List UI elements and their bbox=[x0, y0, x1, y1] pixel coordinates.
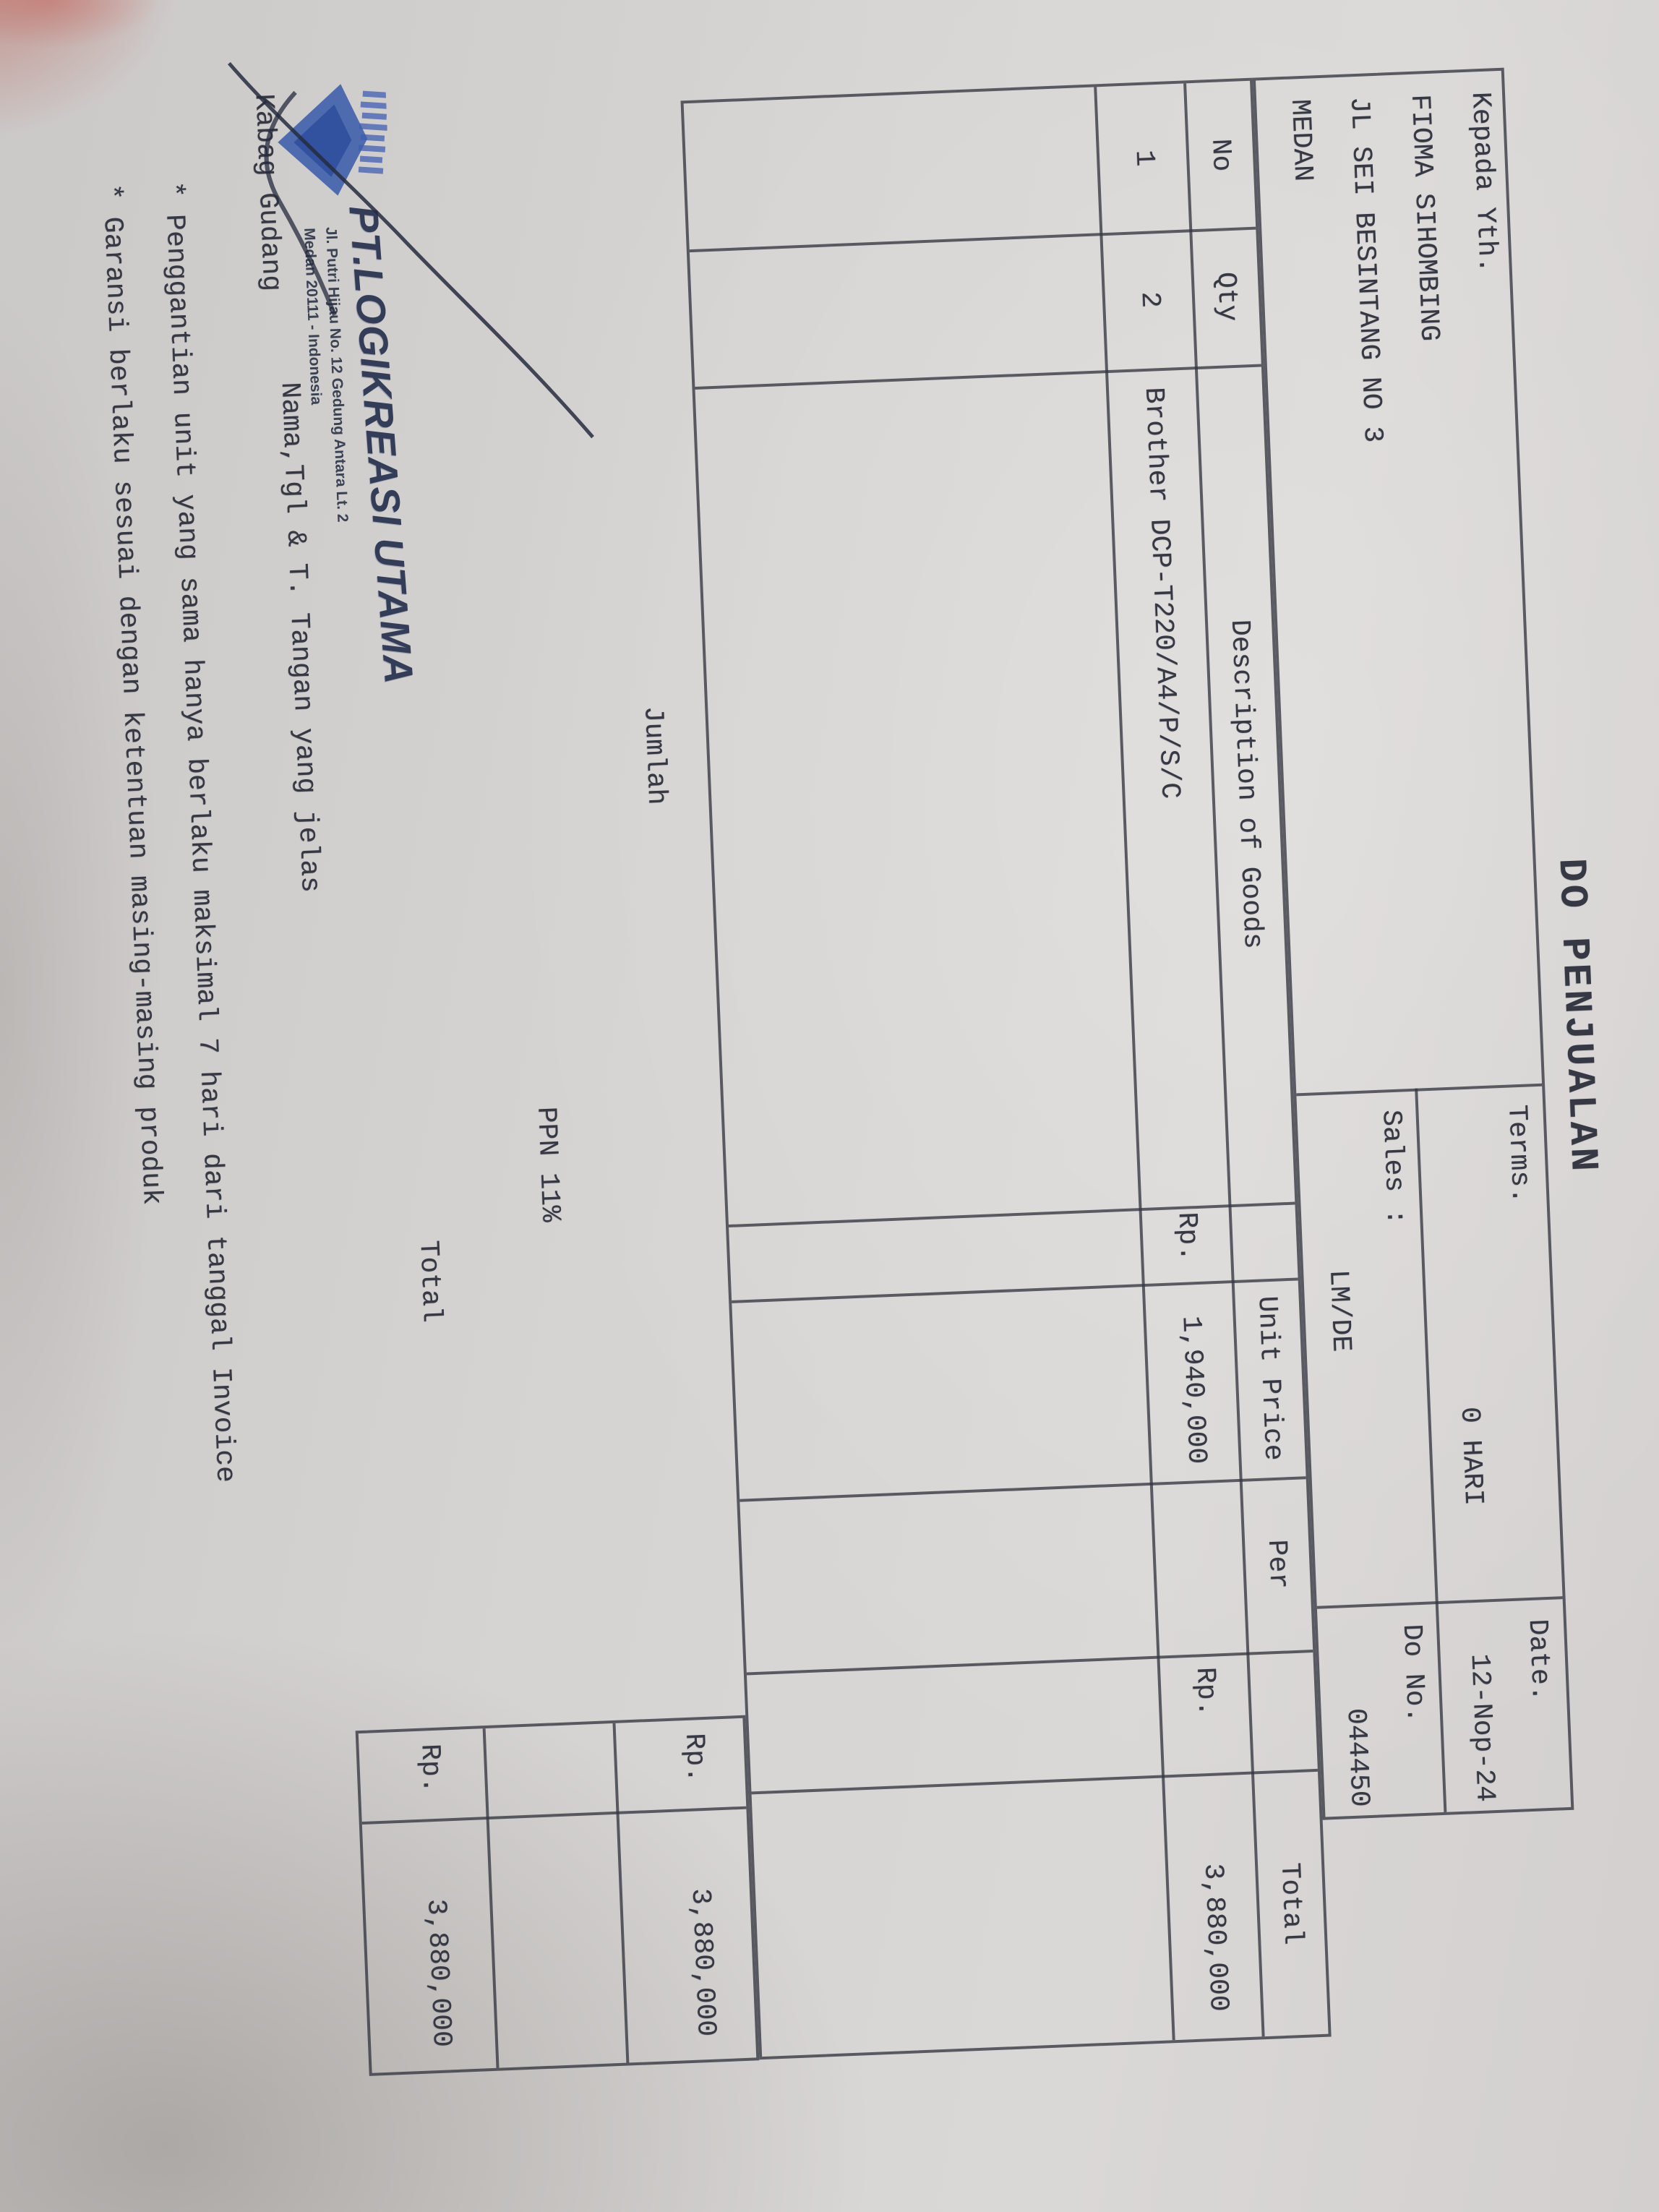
row-cell-total: 3,880,000 bbox=[1196, 1862, 1235, 2012]
row-cell-unit-price: 1,940,000 bbox=[1175, 1315, 1212, 1465]
terms-value: 0 HARI bbox=[1453, 1406, 1489, 1506]
column-header-no: No bbox=[1204, 137, 1238, 173]
summary-total-currency: Rp. bbox=[413, 1743, 447, 1794]
company-logo-mark-icon bbox=[270, 69, 390, 207]
do-no-value: 044450 bbox=[1339, 1707, 1375, 1808]
logo-mark-svg bbox=[278, 84, 390, 196]
table-column-divider-qty-desc bbox=[695, 364, 1261, 390]
pen-stroke-flourish bbox=[264, 90, 337, 316]
table-column-divider-rp-total bbox=[751, 1768, 1318, 1795]
row-cell-no: 1 bbox=[1128, 149, 1160, 168]
header-divider-terms bbox=[1296, 1083, 1543, 1097]
table-column-divider-no-qty bbox=[689, 226, 1256, 253]
summary-label-total: Total bbox=[412, 1239, 447, 1324]
row-cell-per bbox=[1214, 1480, 1221, 1653]
do-no-label: Do No. bbox=[1395, 1623, 1431, 1724]
column-header-per: Per bbox=[1261, 1538, 1294, 1590]
summary-amount-box: Rp. 3,880,000 Rp. 3,880,000 bbox=[355, 1715, 760, 2076]
row-cell-description: Brother DCP-T220/A4/P/S/C bbox=[1137, 386, 1186, 800]
sales-value: LM/DE bbox=[1322, 1269, 1357, 1353]
table-column-divider-per-rp bbox=[746, 1650, 1313, 1676]
summary-jumlah-currency: Rp. bbox=[678, 1732, 711, 1783]
recipient-city: MEDAN bbox=[1284, 98, 1319, 182]
summary-jumlah-value: 3,880,000 bbox=[684, 1887, 721, 2038]
row-cell-qty: 2 bbox=[1133, 291, 1166, 309]
date-label: Date. bbox=[1521, 1618, 1556, 1702]
recipient-address: JL SEI BESINTANG NO 3 bbox=[1343, 95, 1389, 444]
table-data-row-divider bbox=[1094, 87, 1175, 2041]
summary-label-ppn: PPN 11% bbox=[530, 1106, 566, 1223]
summary-label-jumlah: Jumlah bbox=[637, 705, 672, 806]
terms-label: Terms. bbox=[1501, 1104, 1536, 1204]
column-header-description: Description of Goods bbox=[1223, 619, 1269, 950]
summary-total-value: 3,880,000 bbox=[420, 1898, 458, 2048]
logo-mark-teeth bbox=[358, 90, 390, 174]
row-cell-currency-unit: Rp. bbox=[1170, 1211, 1204, 1262]
date-value: 12-Nop-24 bbox=[1463, 1652, 1501, 1803]
column-header-unit-price: Unit Price bbox=[1251, 1295, 1289, 1462]
sales-label: Sales : bbox=[1375, 1109, 1411, 1226]
column-header-qty: Qty bbox=[1209, 271, 1243, 322]
table-column-divider-unitprice-per bbox=[740, 1476, 1306, 1502]
summary-row-divider-jumlah-ppn bbox=[612, 1723, 630, 2063]
summary-ppn-value bbox=[580, 1813, 589, 2041]
signature-scribble-svg bbox=[228, 61, 594, 439]
column-header-total: Total bbox=[1274, 1861, 1308, 1946]
pen-stroke-long bbox=[228, 61, 594, 439]
row-cell-currency-total: Rp. bbox=[1189, 1666, 1222, 1718]
table-column-divider-desc-rp bbox=[728, 1201, 1295, 1228]
item-table: No Qty Description of Goods Unit Price P… bbox=[680, 77, 1332, 2060]
recipient-name: FIOMA SIHOMBING bbox=[1403, 93, 1445, 343]
recipient-label: Kepada Yth. bbox=[1464, 91, 1503, 274]
table-column-divider-rp-unitprice bbox=[732, 1277, 1298, 1303]
logo-mark-diamond-inner bbox=[293, 104, 352, 177]
signature-scribble-icon bbox=[164, 41, 656, 623]
header-divider-date bbox=[1316, 1596, 1563, 1609]
summary-row-divider-ppn-total bbox=[482, 1728, 500, 2068]
footnote-warranty-policy: * Garansi berlaku sesuai dengan ketentua… bbox=[95, 183, 168, 1206]
